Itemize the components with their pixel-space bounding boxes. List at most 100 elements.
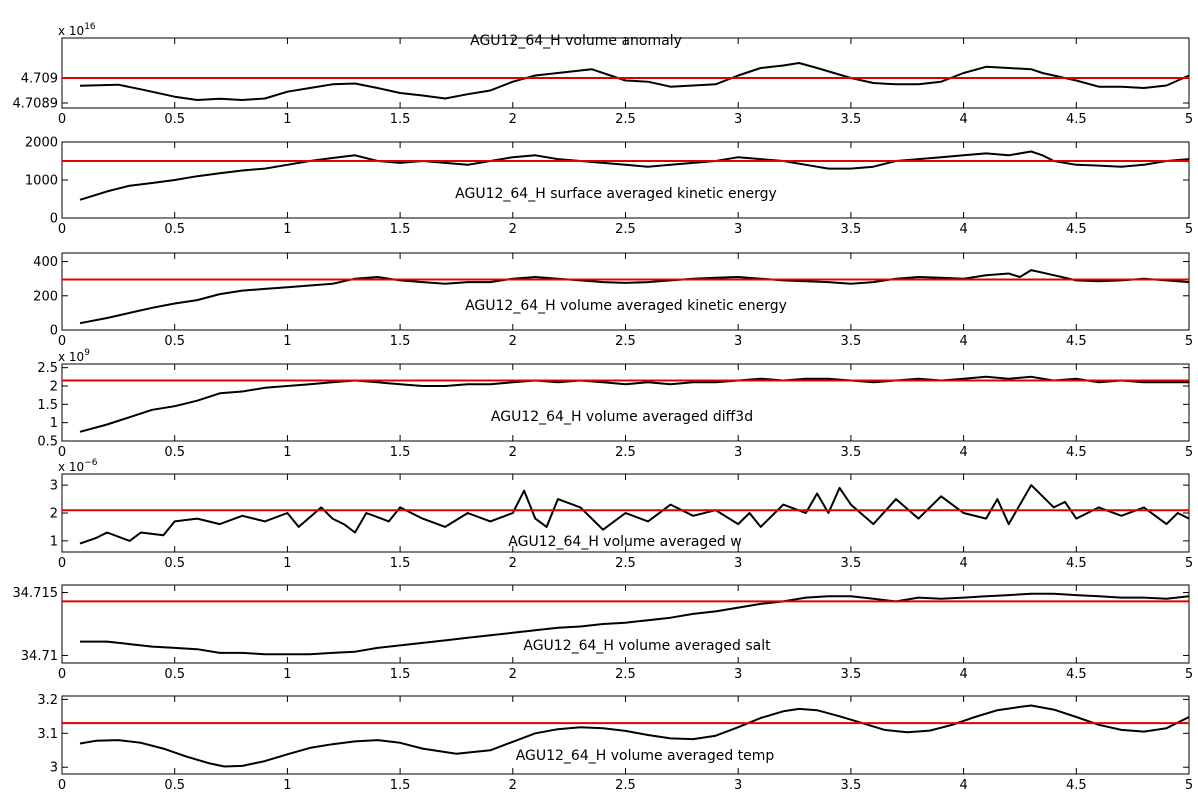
y-tick-label: 2 — [50, 507, 58, 522]
x-tick-label: 2.5 — [615, 222, 636, 237]
x-tick-label: 2 — [509, 222, 517, 237]
y-tick-label: 34.71 — [21, 649, 58, 664]
x-tick-label: 3.5 — [841, 334, 862, 349]
y-tick-label: 4.709 — [21, 72, 58, 87]
y-tick-label: 2.5 — [37, 361, 58, 376]
panel-4: 0 0.5 1 1.5 2 2.5 3 3.5 4 4.5 50.511.522.5x 109AGU… — [37, 348, 1193, 460]
panel-title: AGU12_64_H volume averaged diff3d — [491, 409, 753, 425]
y-tick-label: 34.715 — [13, 586, 59, 601]
y-tick-label: 2000 — [25, 136, 58, 151]
y-tick-label: 0 — [50, 212, 58, 227]
x-tick-label: 0.5 — [164, 778, 185, 793]
panel-3: 0 0.5 1 1.5 2 2.5 3 3.5 4 4.5 5 0 200 400 AGU12_64_H v… — [33, 252, 1193, 349]
x-tick-label: 0 — [58, 667, 66, 682]
x-tick-label: 0.5 — [164, 556, 185, 571]
x-tick-label: 2 — [509, 556, 517, 571]
x-tick-label: 4 — [959, 334, 967, 349]
axis-multiplier: x 109 — [58, 348, 90, 364]
x-tick-label: 5 — [1185, 222, 1193, 237]
series-line — [79, 484, 1189, 545]
x-tick-label: 0 — [58, 112, 66, 127]
x-tick-label: 1.5 — [390, 222, 411, 237]
x-tick-label: 0.5 — [164, 334, 185, 349]
panel-1: 0 0.5 1 1.5 2 2.5 3 3.5 4 4.5 5 4.7089 4.709 x 1016 AG… — [13, 22, 1194, 127]
x-tick-label: 1.5 — [390, 445, 411, 460]
y-tick-label: 3.1 — [37, 727, 58, 742]
x-tick-label: 4 — [959, 556, 967, 571]
x-tick-label: 1.5 — [390, 556, 411, 571]
x-tick-label: 1 — [283, 556, 291, 571]
x-tick-label: 0 — [58, 778, 66, 793]
x-tick-label: 1.5 — [390, 667, 411, 682]
x-tick-label: 4 — [959, 445, 967, 460]
axis-multiplier-base: x 10 — [58, 460, 84, 474]
x-tick-label: 4.5 — [1066, 556, 1087, 571]
x-tick-label: 2.5 — [615, 778, 636, 793]
x-tick-label: 0.5 — [164, 112, 185, 127]
axis-multiplier-base: x 10 — [58, 24, 84, 38]
x-tick-label: 5 — [1185, 334, 1193, 349]
x-tick-label: 4.5 — [1066, 667, 1087, 682]
panel-title: AGU12_64_H volume averaged temp — [516, 748, 775, 764]
y-tick-label: 4.7089 — [13, 97, 59, 112]
x-tick-label: 2.5 — [615, 112, 636, 127]
y-tick-label: 1000 — [25, 174, 58, 189]
x-tick-label: 3 — [734, 556, 742, 571]
x-tick-label: 3 — [734, 778, 742, 793]
x-tick-label: 2 — [509, 778, 517, 793]
y-tick-label: 3 — [50, 761, 58, 776]
x-tick-label: 2.5 — [615, 556, 636, 571]
axis-multiplier-base: x 10 — [58, 350, 84, 364]
panel-title: AGU12_64_H volume averaged w — [508, 534, 741, 550]
x-tick-label: 1 — [283, 222, 291, 237]
panel-title: AGU12_64_H volume averaged kinetic energ… — [465, 298, 787, 314]
x-tick-label: 2 — [509, 445, 517, 460]
x-tick-label: 4.5 — [1066, 334, 1087, 349]
x-tick-label: 2.5 — [615, 334, 636, 349]
x-tick-label: 3 — [734, 112, 742, 127]
y-tick-label: 1 — [50, 534, 58, 549]
x-tick-label: 1 — [283, 445, 291, 460]
x-tick-label: 2.5 — [615, 667, 636, 682]
x-tick-label: 0 — [58, 556, 66, 571]
x-tick-label: 3.5 — [841, 222, 862, 237]
x-tick-label: 3.5 — [841, 778, 862, 793]
series-line — [79, 704, 1189, 768]
x-tick-label: 4.5 — [1066, 445, 1087, 460]
x-tick-label: 4 — [959, 667, 967, 682]
y-tick-label: 0.5 — [37, 435, 58, 450]
x-tick-label: 3.5 — [841, 112, 862, 127]
y-tick-label: 1 — [50, 416, 58, 431]
x-tick-label: 4 — [959, 222, 967, 237]
panel-title: AGU12_64_H surface averaged kinetic ener… — [455, 186, 777, 202]
x-tick-label: 0 — [58, 445, 66, 460]
x-tick-label: 1 — [283, 112, 291, 127]
y-tick-label: 200 — [33, 289, 58, 304]
x-tick-label: 4.5 — [1066, 222, 1087, 237]
series-line — [80, 592, 1189, 656]
x-tick-label: 0.5 — [164, 445, 185, 460]
x-tick-label: 4.5 — [1066, 112, 1087, 127]
x-tick-label: 2 — [509, 334, 517, 349]
y-tick-label: 400 — [33, 255, 58, 270]
x-tick-label: 0.5 — [164, 667, 185, 682]
x-tick-label: 2.5 — [615, 445, 636, 460]
series-line — [79, 150, 1189, 201]
panel-7: 0 0.5 1 1.5 2 2.5 3 3.5 4 4.5 5 3 3.1 3.2 AGU12_64_H v… — [37, 693, 1193, 793]
x-tick-label: 5 — [1185, 112, 1193, 127]
x-tick-label: 2 — [509, 667, 517, 682]
x-tick-label: 3.5 — [841, 556, 862, 571]
series-line — [79, 375, 1189, 433]
x-tick-label: 2 — [509, 112, 517, 127]
x-tick-label: 1 — [283, 667, 291, 682]
y-tick-label: 3 — [50, 479, 58, 494]
x-tick-label: 3 — [734, 667, 742, 682]
x-tick-label: 5 — [1185, 667, 1193, 682]
x-tick-label: 3.5 — [841, 667, 862, 682]
x-tick-label: 3.5 — [841, 445, 862, 460]
x-tick-label: 0 — [58, 334, 66, 349]
x-tick-label: 3 — [734, 222, 742, 237]
x-tick-label: 5 — [1185, 778, 1193, 793]
panel-title: AGU12_64_H volume anomaly — [470, 33, 682, 49]
